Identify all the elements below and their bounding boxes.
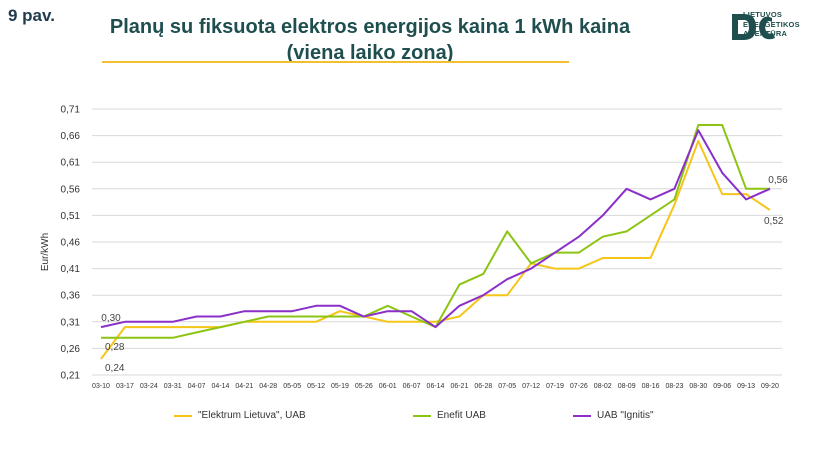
y-tick-label: 0,66: [61, 131, 81, 142]
y-tick-label: 0,21: [61, 371, 81, 382]
series-line-0: [100, 139, 771, 360]
x-tick-label: 03-24: [140, 383, 158, 390]
chart-legend: "Elektrum Lietuva", UAB Enefit UAB UAB "Ig…: [0, 410, 820, 426]
x-tick-label: 05-05: [283, 383, 301, 390]
x-tick-label: 09-13: [737, 383, 755, 390]
logo-line1: LIETUVOS: [743, 10, 783, 19]
legend-label: "Elektrum Lietuva", UAB: [198, 410, 306, 421]
figure-label: 9 pav.: [8, 6, 55, 25]
agency-logo-text: LIETUVOS ENERGETIKOS AGENTŪRA: [743, 10, 800, 39]
legend-swatch: [174, 414, 192, 417]
title-underline: [102, 61, 569, 63]
x-tick-label: 03-10: [92, 383, 110, 390]
data-label: 0,28: [105, 342, 125, 353]
x-tick-labels: 03-10 03-17 03-24 03-31 04-07 04-14 04-21 04-28…: [92, 383, 779, 390]
logo-line3: AGENTŪRA: [743, 29, 788, 38]
x-tick-label: 07-12: [522, 383, 540, 390]
x-tick-label: 07-26: [570, 383, 588, 390]
x-tick-label: 04-21: [235, 383, 253, 390]
x-tick-label: 07-19: [546, 383, 564, 390]
x-tick-label: 06-01: [379, 383, 397, 390]
x-tick-label: 05-12: [307, 383, 325, 390]
x-tick-label: 04-07: [188, 383, 206, 390]
x-tick-label: 08-09: [618, 383, 636, 390]
x-tick-label: 08-30: [689, 383, 707, 390]
y-tick-label: 0,61: [61, 158, 81, 169]
legend-swatch: [413, 414, 431, 417]
series-line-1: [101, 124, 770, 339]
data-label: 0,56: [768, 175, 788, 186]
x-tick-label: 09-06: [713, 383, 731, 390]
y-tick-label: 0,26: [61, 344, 81, 355]
y-tick-label: 0,51: [61, 211, 81, 222]
x-tick-label: 05-19: [331, 383, 349, 390]
grid-layer: [92, 108, 782, 376]
x-tick-label: 09-20: [761, 383, 779, 390]
legend-item: UAB "Ignitis": [573, 410, 654, 421]
x-tick-label: 05-26: [355, 383, 373, 390]
x-tick-label: 04-14: [212, 383, 230, 390]
x-tick-label: 07-05: [498, 383, 516, 390]
y-tick-label: 0,71: [61, 105, 81, 116]
y-tick-label: 0,46: [61, 238, 81, 249]
y-tick-label: 0,31: [61, 317, 81, 328]
legend-item: Enefit UAB: [413, 410, 486, 421]
chart-title-line2: (viena laiko zona): [286, 42, 454, 64]
y-tick-label: 0,36: [61, 291, 81, 302]
legend-swatch: [573, 414, 591, 417]
x-tick-label: 08-16: [642, 383, 660, 390]
y-tick-labels: 0,21 0,26 0,31 0,36 0,41 0,46 0,51 0,56 0,61 0,66…: [61, 105, 81, 382]
y-tick-label: 0,41: [61, 264, 81, 275]
x-tick-label: 08-02: [594, 383, 612, 390]
x-tick-label: 03-17: [116, 383, 134, 390]
x-tick-label: 06-14: [427, 383, 445, 390]
chart-title: Planų su fiksuota elektros energijos kai…: [90, 14, 650, 66]
x-tick-label: 08-23: [665, 383, 683, 390]
x-tick-label: 03-31: [164, 383, 182, 390]
legend-label: Enefit UAB: [437, 410, 486, 421]
chart-title-line1: Planų su fiksuota elektros energijos kai…: [109, 16, 631, 38]
series-line-2: [100, 129, 771, 329]
x-tick-label: 06-07: [403, 383, 421, 390]
data-label: 0,30: [101, 313, 121, 324]
legend-label: UAB "Ignitis": [597, 410, 654, 421]
agency-logo-icon: [732, 14, 775, 40]
x-tick-label: 06-21: [450, 383, 468, 390]
annotations-layer: 0,30 0,28 0,24 0,56 0,52: [101, 175, 788, 374]
x-tick-label: 06-28: [474, 383, 492, 390]
y-tick-label: 0,56: [61, 184, 81, 195]
legend-item: "Elektrum Lietuva", UAB: [174, 410, 306, 421]
x-tick-label: 04-28: [259, 383, 277, 390]
y-axis-label: Eur/kWh: [40, 233, 51, 271]
series-layer: [100, 124, 771, 360]
data-label: 0,24: [105, 363, 125, 374]
data-label: 0,52: [764, 216, 784, 227]
logo-line2: ENERGETIKOS: [743, 19, 800, 29]
